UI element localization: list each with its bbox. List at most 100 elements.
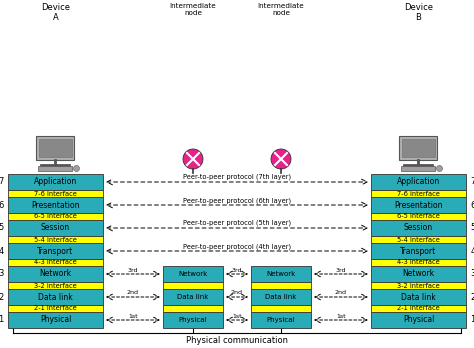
Text: 3: 3	[470, 269, 474, 278]
Bar	[8, 197, 103, 213]
Text: 4: 4	[470, 246, 474, 255]
Text: 3-2 interface: 3-2 interface	[397, 283, 440, 288]
Bar	[371, 197, 466, 213]
Bar	[8, 282, 103, 289]
Bar	[371, 174, 466, 190]
Bar	[8, 220, 103, 236]
Text: 5: 5	[0, 223, 4, 232]
Text: 1st: 1st	[232, 314, 242, 318]
Text: Session: Session	[404, 223, 433, 232]
Text: 1st: 1st	[128, 314, 138, 318]
Text: 2-1 interface: 2-1 interface	[34, 306, 77, 311]
Text: Application: Application	[34, 177, 77, 187]
Text: Presentation: Presentation	[394, 200, 443, 209]
Bar	[8, 236, 103, 243]
Text: Physical: Physical	[267, 317, 295, 323]
Bar	[163, 289, 223, 305]
Text: Peer-to-peer protocol (5th layer): Peer-to-peer protocol (5th layer)	[183, 220, 291, 227]
Bar	[8, 305, 103, 312]
Circle shape	[73, 166, 80, 172]
Text: Device
B: Device B	[404, 3, 433, 22]
Bar	[251, 312, 311, 328]
Bar	[163, 282, 223, 289]
Text: Application: Application	[397, 177, 440, 187]
Text: 6: 6	[0, 200, 4, 209]
Text: 3rd: 3rd	[128, 268, 138, 272]
Text: Presentation: Presentation	[31, 200, 80, 209]
Bar	[251, 289, 311, 305]
Circle shape	[271, 149, 291, 169]
Text: Physical: Physical	[179, 317, 207, 323]
Bar	[8, 190, 103, 197]
Text: 7-6 interface: 7-6 interface	[397, 190, 440, 197]
Text: 2nd: 2nd	[335, 291, 347, 295]
Bar	[8, 266, 103, 282]
Bar	[163, 266, 223, 282]
Text: 5-4 interface: 5-4 interface	[397, 237, 440, 243]
Bar	[251, 266, 311, 282]
Text: Network: Network	[39, 269, 72, 278]
Text: Data link: Data link	[177, 294, 209, 300]
Bar	[371, 243, 466, 259]
Bar	[8, 243, 103, 259]
Text: 2: 2	[470, 293, 474, 301]
Bar	[371, 282, 466, 289]
Text: Transport: Transport	[37, 246, 73, 255]
Bar	[8, 174, 103, 190]
Text: 7: 7	[0, 177, 4, 187]
Text: Network: Network	[266, 271, 296, 277]
Bar	[251, 282, 311, 289]
Text: 7: 7	[470, 177, 474, 187]
Text: Transport: Transport	[401, 246, 437, 255]
Text: 3: 3	[0, 269, 4, 278]
Bar	[39, 139, 72, 157]
Text: Intermediate
node: Intermediate node	[170, 3, 216, 16]
Text: 2: 2	[0, 293, 4, 301]
Text: 5: 5	[470, 223, 474, 232]
Bar	[8, 289, 103, 305]
Bar	[36, 136, 74, 160]
Text: Physical: Physical	[40, 316, 71, 324]
Text: 6: 6	[470, 200, 474, 209]
Bar	[163, 312, 223, 328]
Text: 1: 1	[470, 316, 474, 324]
Text: 6-5 interface: 6-5 interface	[397, 214, 440, 220]
Text: Network: Network	[402, 269, 435, 278]
Text: Peer-to-peer protocol (7th layer): Peer-to-peer protocol (7th layer)	[183, 174, 291, 181]
Text: 5-4 interface: 5-4 interface	[34, 237, 77, 243]
Bar	[371, 312, 466, 328]
Text: 3rd: 3rd	[232, 268, 242, 272]
Text: Data link: Data link	[265, 294, 297, 300]
Text: 4-3 interface: 4-3 interface	[34, 260, 77, 266]
Text: Intermediate
node: Intermediate node	[258, 3, 304, 16]
Bar	[38, 166, 73, 171]
Text: 3-2 interface: 3-2 interface	[34, 283, 77, 288]
Bar	[371, 305, 466, 312]
Bar	[371, 190, 466, 197]
Text: Peer-to-peer protocol (4th layer): Peer-to-peer protocol (4th layer)	[183, 243, 291, 250]
Bar	[371, 220, 466, 236]
Bar	[251, 305, 311, 312]
Circle shape	[437, 166, 443, 172]
Text: 1st: 1st	[336, 314, 346, 318]
Bar	[402, 139, 435, 157]
Text: 1: 1	[0, 316, 4, 324]
Text: 2nd: 2nd	[127, 291, 139, 295]
Bar	[371, 266, 466, 282]
Bar	[401, 166, 436, 171]
Bar	[371, 259, 466, 266]
Text: Physical communication: Physical communication	[186, 336, 288, 345]
Circle shape	[183, 149, 203, 169]
Bar	[371, 289, 466, 305]
Text: 6-5 interface: 6-5 interface	[34, 214, 77, 220]
Text: 4: 4	[0, 246, 4, 255]
Text: Network: Network	[178, 271, 208, 277]
Text: Session: Session	[41, 223, 70, 232]
Bar	[371, 236, 466, 243]
Text: Data link: Data link	[38, 293, 73, 301]
Text: Physical: Physical	[403, 316, 434, 324]
Text: Device
A: Device A	[41, 3, 70, 22]
Bar	[400, 136, 438, 160]
Text: 2nd: 2nd	[231, 291, 243, 295]
Text: 7-6 interface: 7-6 interface	[34, 190, 77, 197]
